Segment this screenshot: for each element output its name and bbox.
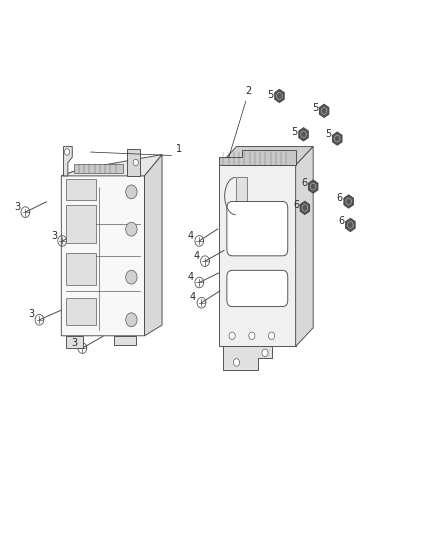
Polygon shape: [64, 147, 72, 176]
Circle shape: [233, 359, 240, 366]
Circle shape: [126, 313, 137, 327]
Text: 4: 4: [190, 293, 196, 302]
Text: 4: 4: [188, 272, 194, 282]
Text: 5: 5: [268, 90, 274, 100]
Text: 2: 2: [246, 86, 252, 95]
Text: 4: 4: [187, 231, 194, 240]
Circle shape: [268, 332, 275, 340]
Polygon shape: [275, 90, 284, 102]
Bar: [66, 179, 96, 200]
Polygon shape: [219, 147, 313, 165]
Polygon shape: [296, 147, 313, 346]
Bar: [66, 253, 96, 285]
Polygon shape: [309, 180, 318, 193]
Text: 3: 3: [28, 310, 35, 319]
Circle shape: [133, 159, 138, 166]
Text: 5: 5: [292, 127, 298, 137]
Circle shape: [126, 185, 137, 199]
Polygon shape: [333, 132, 342, 145]
Circle shape: [126, 270, 137, 284]
Text: 5: 5: [325, 130, 332, 139]
Polygon shape: [300, 201, 309, 214]
Polygon shape: [61, 169, 145, 336]
Polygon shape: [344, 195, 353, 208]
Bar: [74, 164, 123, 173]
Text: 4: 4: [193, 251, 199, 261]
Bar: [66, 298, 96, 325]
FancyBboxPatch shape: [227, 201, 288, 256]
Bar: [66, 205, 96, 243]
Text: 3: 3: [51, 231, 57, 240]
Bar: [66, 336, 83, 348]
Polygon shape: [219, 150, 296, 165]
Text: 6: 6: [293, 200, 299, 209]
Text: 6: 6: [339, 216, 345, 226]
Polygon shape: [320, 104, 328, 117]
Text: 3: 3: [14, 202, 21, 212]
Bar: [236, 177, 247, 215]
Circle shape: [262, 349, 268, 357]
Text: 6: 6: [337, 193, 343, 203]
Circle shape: [229, 332, 235, 340]
Polygon shape: [145, 155, 162, 336]
Text: 5: 5: [312, 103, 318, 112]
Bar: [114, 336, 136, 345]
Polygon shape: [299, 128, 308, 141]
Circle shape: [249, 332, 255, 340]
Circle shape: [64, 149, 70, 155]
Text: 1: 1: [176, 144, 182, 154]
FancyBboxPatch shape: [227, 270, 288, 306]
Text: 3: 3: [71, 338, 78, 348]
Text: 6: 6: [301, 179, 307, 188]
Polygon shape: [223, 346, 272, 370]
Polygon shape: [346, 219, 355, 231]
Circle shape: [126, 222, 137, 236]
Polygon shape: [219, 165, 296, 346]
Polygon shape: [61, 155, 162, 176]
Polygon shape: [127, 149, 140, 176]
